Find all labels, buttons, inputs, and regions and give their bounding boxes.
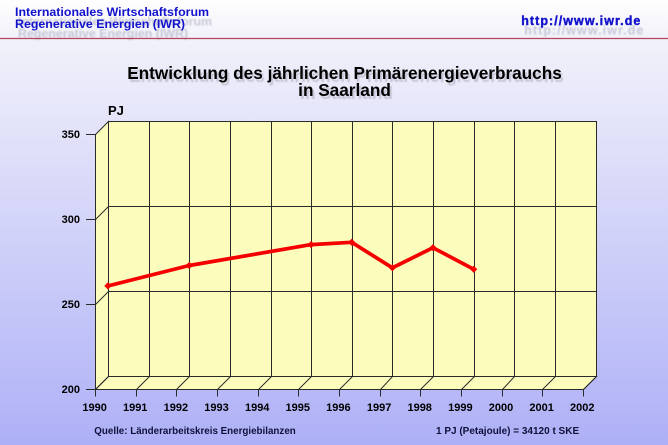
- svg-text:200: 200: [62, 384, 80, 396]
- svg-text:2001: 2001: [529, 402, 553, 414]
- svg-text:2000: 2000: [489, 402, 513, 414]
- svg-text:1997: 1997: [367, 402, 391, 414]
- svg-text:1992: 1992: [164, 402, 188, 414]
- svg-text:350: 350: [62, 129, 80, 141]
- svg-text:1995: 1995: [286, 402, 310, 414]
- svg-text:1996: 1996: [326, 402, 350, 414]
- svg-text:1998: 1998: [407, 402, 431, 414]
- svg-text:1999: 1999: [448, 402, 472, 414]
- svg-text:1994: 1994: [245, 402, 270, 414]
- svg-text:1990: 1990: [82, 402, 106, 414]
- svg-text:250: 250: [62, 299, 80, 311]
- svg-text:1993: 1993: [204, 402, 228, 414]
- svg-text:PJ: PJ: [108, 103, 124, 118]
- svg-text:1991: 1991: [123, 402, 147, 414]
- svg-text:2002: 2002: [570, 402, 594, 414]
- svg-text:300: 300: [62, 214, 80, 226]
